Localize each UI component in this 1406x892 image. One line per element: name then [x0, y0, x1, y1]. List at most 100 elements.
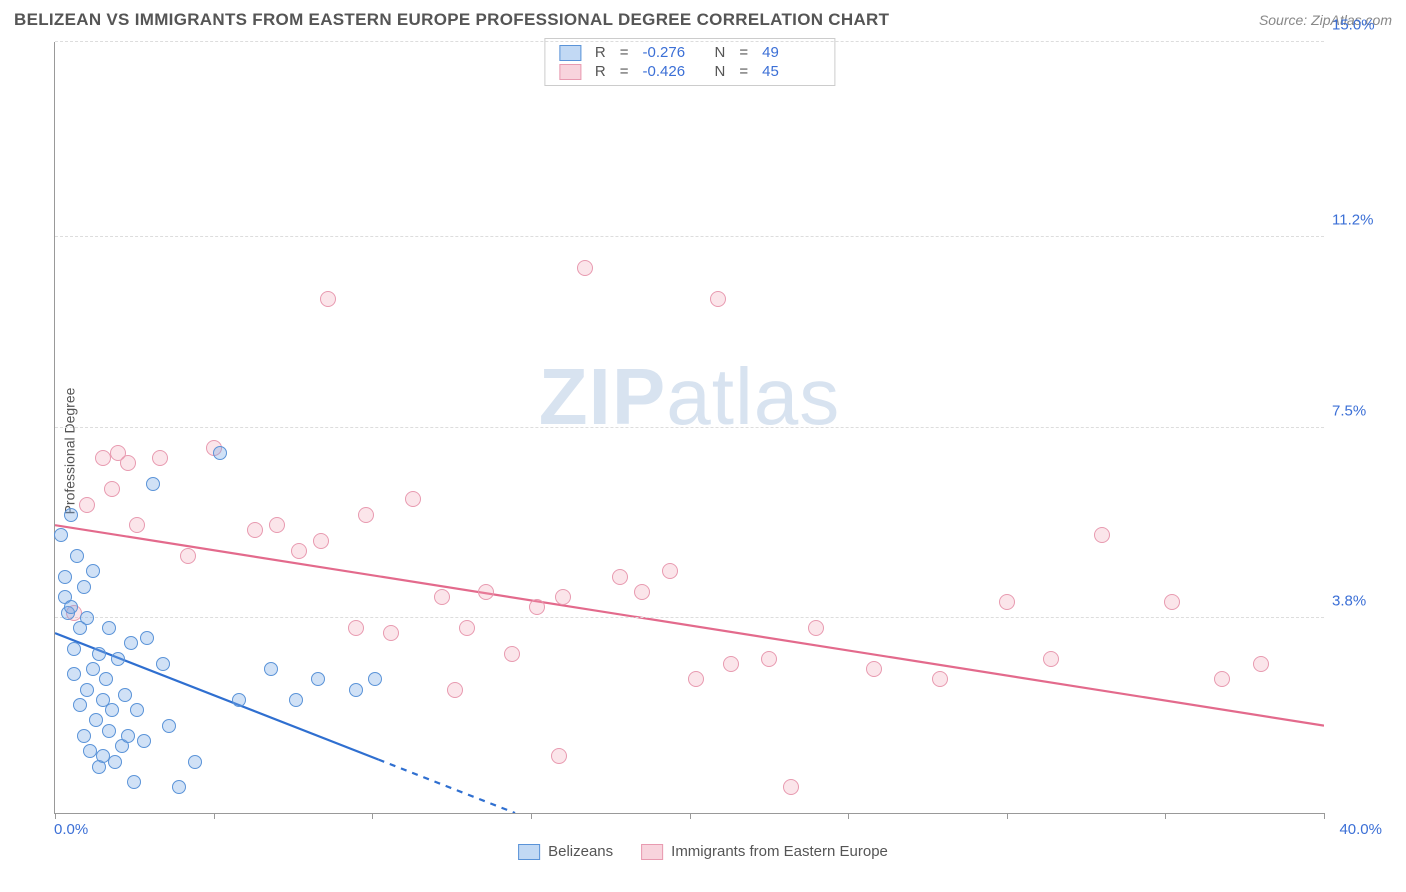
data-point: [1164, 594, 1180, 610]
data-point: [95, 450, 111, 466]
x-tick: [1007, 813, 1008, 819]
chart-container: BELIZEAN VS IMMIGRANTS FROM EASTERN EURO…: [10, 10, 1396, 882]
data-point: [80, 611, 94, 625]
data-point: [146, 477, 160, 491]
data-point: [104, 481, 120, 497]
data-point: [105, 703, 119, 717]
y-tick-label: 7.5%: [1332, 402, 1388, 419]
data-point: [662, 563, 678, 579]
x-tick: [1324, 813, 1325, 819]
data-point: [932, 671, 948, 687]
gridline: [55, 617, 1324, 618]
stats-row: R = -0.276 N = 49: [559, 43, 820, 62]
data-point: [111, 652, 125, 666]
stats-row: R = -0.426 N = 45: [559, 62, 820, 81]
header: BELIZEAN VS IMMIGRANTS FROM EASTERN EURO…: [10, 10, 1396, 36]
data-point: [86, 662, 100, 676]
data-point: [1043, 651, 1059, 667]
data-point: [156, 657, 170, 671]
data-point: [289, 693, 303, 707]
data-point: [172, 780, 186, 794]
swatch-blue-icon: [559, 45, 581, 61]
data-point: [1214, 671, 1230, 687]
x-tick: [55, 813, 56, 819]
data-point: [86, 564, 100, 578]
data-point: [140, 631, 154, 645]
data-point: [358, 507, 374, 523]
data-point: [383, 625, 399, 641]
x-tick: [690, 813, 691, 819]
data-point: [213, 446, 227, 460]
data-point: [434, 589, 450, 605]
data-point: [67, 667, 81, 681]
data-point: [188, 755, 202, 769]
stats-box: R = -0.276 N = 49 R = -0.426 N = 45: [544, 38, 835, 86]
data-point: [555, 589, 571, 605]
data-point: [710, 291, 726, 307]
stat-n-value: 49: [762, 44, 820, 61]
data-point: [866, 661, 882, 677]
data-point: [313, 533, 329, 549]
data-point: [688, 671, 704, 687]
data-point: [577, 260, 593, 276]
x-tick: [372, 813, 373, 819]
x-axis-max-label: 40.0%: [1339, 821, 1382, 838]
stat-label-r: R: [595, 63, 606, 80]
data-point: [311, 672, 325, 686]
y-tick-label: 15.0%: [1332, 17, 1388, 34]
data-point: [77, 580, 91, 594]
data-point: [247, 522, 263, 538]
data-point: [1094, 527, 1110, 543]
data-point: [504, 646, 520, 662]
x-tick: [848, 813, 849, 819]
data-point: [92, 647, 106, 661]
data-point: [77, 729, 91, 743]
data-point: [1253, 656, 1269, 672]
data-point: [723, 656, 739, 672]
data-point: [73, 698, 87, 712]
legend-label: Immigrants from Eastern Europe: [671, 843, 888, 860]
y-tick-label: 11.2%: [1332, 212, 1388, 229]
data-point: [64, 600, 78, 614]
y-tick-label: 3.8%: [1332, 592, 1388, 609]
data-point: [162, 719, 176, 733]
data-point: [89, 713, 103, 727]
gridline: [55, 236, 1324, 237]
data-point: [478, 584, 494, 600]
equals-icon: =: [620, 63, 629, 80]
data-point: [349, 683, 363, 697]
data-point: [291, 543, 307, 559]
data-point: [118, 688, 132, 702]
legend-item: Immigrants from Eastern Europe: [641, 843, 888, 860]
x-tick: [1165, 813, 1166, 819]
equals-icon: =: [739, 44, 748, 61]
data-point: [808, 620, 824, 636]
data-point: [80, 683, 94, 697]
data-point: [70, 549, 84, 563]
data-point: [58, 570, 72, 584]
swatch-pink-icon: [559, 64, 581, 80]
equals-icon: =: [620, 44, 629, 61]
data-point: [405, 491, 421, 507]
data-point: [79, 497, 95, 513]
chart-title: BELIZEAN VS IMMIGRANTS FROM EASTERN EURO…: [14, 10, 889, 30]
data-point: [529, 599, 545, 615]
data-point: [320, 291, 336, 307]
data-point: [612, 569, 628, 585]
data-point: [67, 642, 81, 656]
data-point: [137, 734, 151, 748]
data-point: [551, 748, 567, 764]
legend-item: Belizeans: [518, 843, 613, 860]
equals-icon: =: [739, 63, 748, 80]
data-point: [447, 682, 463, 698]
stat-label-r: R: [595, 44, 606, 61]
data-point: [761, 651, 777, 667]
data-point: [120, 455, 136, 471]
data-point: [348, 620, 364, 636]
data-point: [783, 779, 799, 795]
stat-n-value: 45: [762, 63, 820, 80]
legend: Belizeans Immigrants from Eastern Europe: [518, 843, 888, 860]
swatch-pink-icon: [641, 844, 663, 860]
data-point: [264, 662, 278, 676]
data-point: [99, 672, 113, 686]
